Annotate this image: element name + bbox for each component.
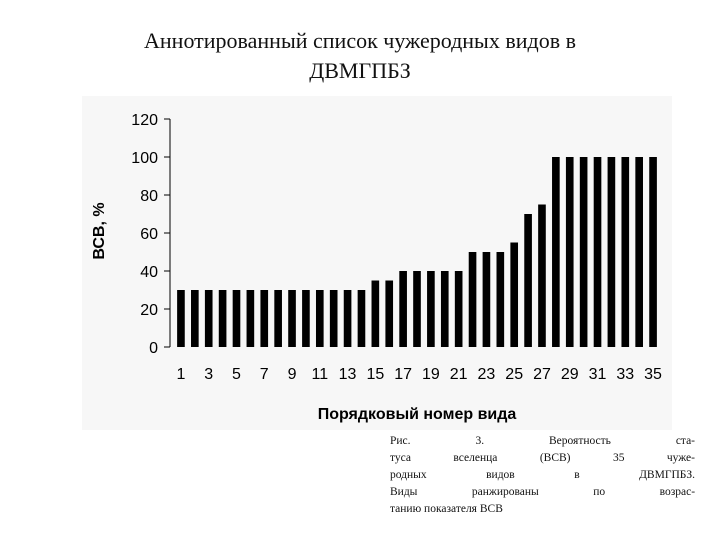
bar-species-9 xyxy=(288,290,296,347)
slide-title: Аннотированный список чужеродных видов в… xyxy=(0,26,720,86)
x-tick-label: 35 xyxy=(644,366,662,383)
bar-species-21 xyxy=(454,271,463,347)
bar-species-17 xyxy=(399,271,407,347)
x-tick-label: 29 xyxy=(561,366,579,383)
bar-species-34 xyxy=(635,157,643,347)
x-tick-label: 13 xyxy=(339,366,357,383)
bar-species-16 xyxy=(385,280,394,347)
caption-word: чуже- xyxy=(666,452,695,464)
bar-species-5 xyxy=(232,290,241,347)
caption-word: ДВМГПБЗ. xyxy=(639,469,696,481)
caption-word: Виды xyxy=(390,486,418,498)
caption-word: танию показателя ВСВ xyxy=(390,503,503,515)
bar-species-18 xyxy=(413,271,421,347)
x-tick-label: 33 xyxy=(616,366,634,383)
caption-word: возрас- xyxy=(659,486,696,498)
figure-caption: Рис. 3. Вероятность ста-туса вселенца (В… xyxy=(390,433,695,518)
bar-species-32 xyxy=(607,157,616,347)
bar-species-35 xyxy=(649,157,657,347)
caption-word: 35 xyxy=(612,452,625,464)
bar-species-25 xyxy=(510,242,519,347)
caption-word: Рис. xyxy=(390,435,411,447)
y-tick-label: 60 xyxy=(140,226,158,243)
caption-word: туса xyxy=(390,452,411,464)
x-tick-label: 17 xyxy=(394,366,412,383)
y-tick-label: 120 xyxy=(131,112,158,129)
bar-species-24 xyxy=(496,252,505,347)
bar-species-11 xyxy=(315,290,324,347)
y-tick-label: 40 xyxy=(140,264,158,281)
y-tick-label: 0 xyxy=(149,340,158,357)
bar-species-13 xyxy=(343,290,352,347)
bar-species-20 xyxy=(440,271,449,347)
bar-species-23 xyxy=(482,252,491,347)
caption-line: туса вселенца (ВСВ) 35 чуже- xyxy=(390,450,695,467)
bar-species-22 xyxy=(468,252,477,347)
y-tick-label: 80 xyxy=(140,188,158,205)
x-tick-label: 7 xyxy=(260,366,269,383)
x-tick-label: 19 xyxy=(422,366,440,383)
bar-species-15 xyxy=(371,280,380,347)
x-tick-label: 27 xyxy=(533,366,551,383)
x-tick-label: 25 xyxy=(505,366,523,383)
caption-line: Виды ранжированы по возрас- xyxy=(390,484,695,501)
bar-species-28 xyxy=(552,157,560,347)
caption-word: ранжированы xyxy=(471,486,539,498)
bar-species-6 xyxy=(246,290,255,347)
bar-species-19 xyxy=(427,271,435,347)
caption-word: родных xyxy=(390,469,427,481)
caption-line: Рис. 3. Вероятность ста- xyxy=(390,433,695,450)
bar-species-2 xyxy=(191,290,199,347)
x-tick-label: 23 xyxy=(478,366,496,383)
x-tick-label: 15 xyxy=(366,366,384,383)
caption-word: по xyxy=(593,486,606,498)
bar-species-29 xyxy=(565,157,574,347)
x-tick-label: 9 xyxy=(288,366,297,383)
bar-species-8 xyxy=(274,290,282,347)
bar-species-14 xyxy=(357,290,366,347)
slide-title-line-2: ДВМГПБЗ xyxy=(309,58,411,83)
bar-species-31 xyxy=(593,157,602,347)
caption-word: вселенца xyxy=(453,452,498,464)
bar-species-33 xyxy=(621,157,630,347)
y-axis-label: ВСВ, % xyxy=(91,202,108,259)
bar-species-10 xyxy=(302,290,310,347)
caption-word: (ВСВ) xyxy=(539,452,571,464)
bar-species-4 xyxy=(218,290,227,347)
x-tick-label: 11 xyxy=(311,366,328,383)
caption-word: ста- xyxy=(675,435,696,447)
slide-title-line-1: Аннотированный список чужеродных видов в xyxy=(144,28,576,53)
x-axis-label: Порядковый номер вида xyxy=(318,406,517,423)
x-tick-label: 21 xyxy=(450,366,468,383)
bar-species-1 xyxy=(177,290,185,347)
y-tick-label: 100 xyxy=(131,150,158,167)
bar-species-27 xyxy=(538,204,546,347)
caption-word: Вероятность xyxy=(548,435,611,447)
bar-species-12 xyxy=(329,290,338,347)
y-tick-label: 20 xyxy=(140,302,158,319)
caption-word: в xyxy=(574,469,580,481)
x-tick-label: 5 xyxy=(232,366,241,383)
x-tick-label: 31 xyxy=(589,366,607,383)
bar-species-26 xyxy=(524,214,532,347)
caption-word: видов xyxy=(486,469,515,481)
bar-species-30 xyxy=(579,157,588,347)
x-tick-label: 1 xyxy=(176,366,185,383)
bar-species-7 xyxy=(260,290,269,347)
caption-word: 3. xyxy=(475,435,485,447)
x-tick-label: 3 xyxy=(204,366,213,383)
bar-species-3 xyxy=(204,290,213,347)
chart-panel: 0 20 40 60 80 100 120 1 3 5 7 9 11 13 15 17 19 21 23 25 27 29… xyxy=(82,96,672,430)
caption-line: родных видов в ДВМГПБЗ. xyxy=(390,467,695,484)
caption-line: танию показателя ВСВ xyxy=(390,501,695,518)
